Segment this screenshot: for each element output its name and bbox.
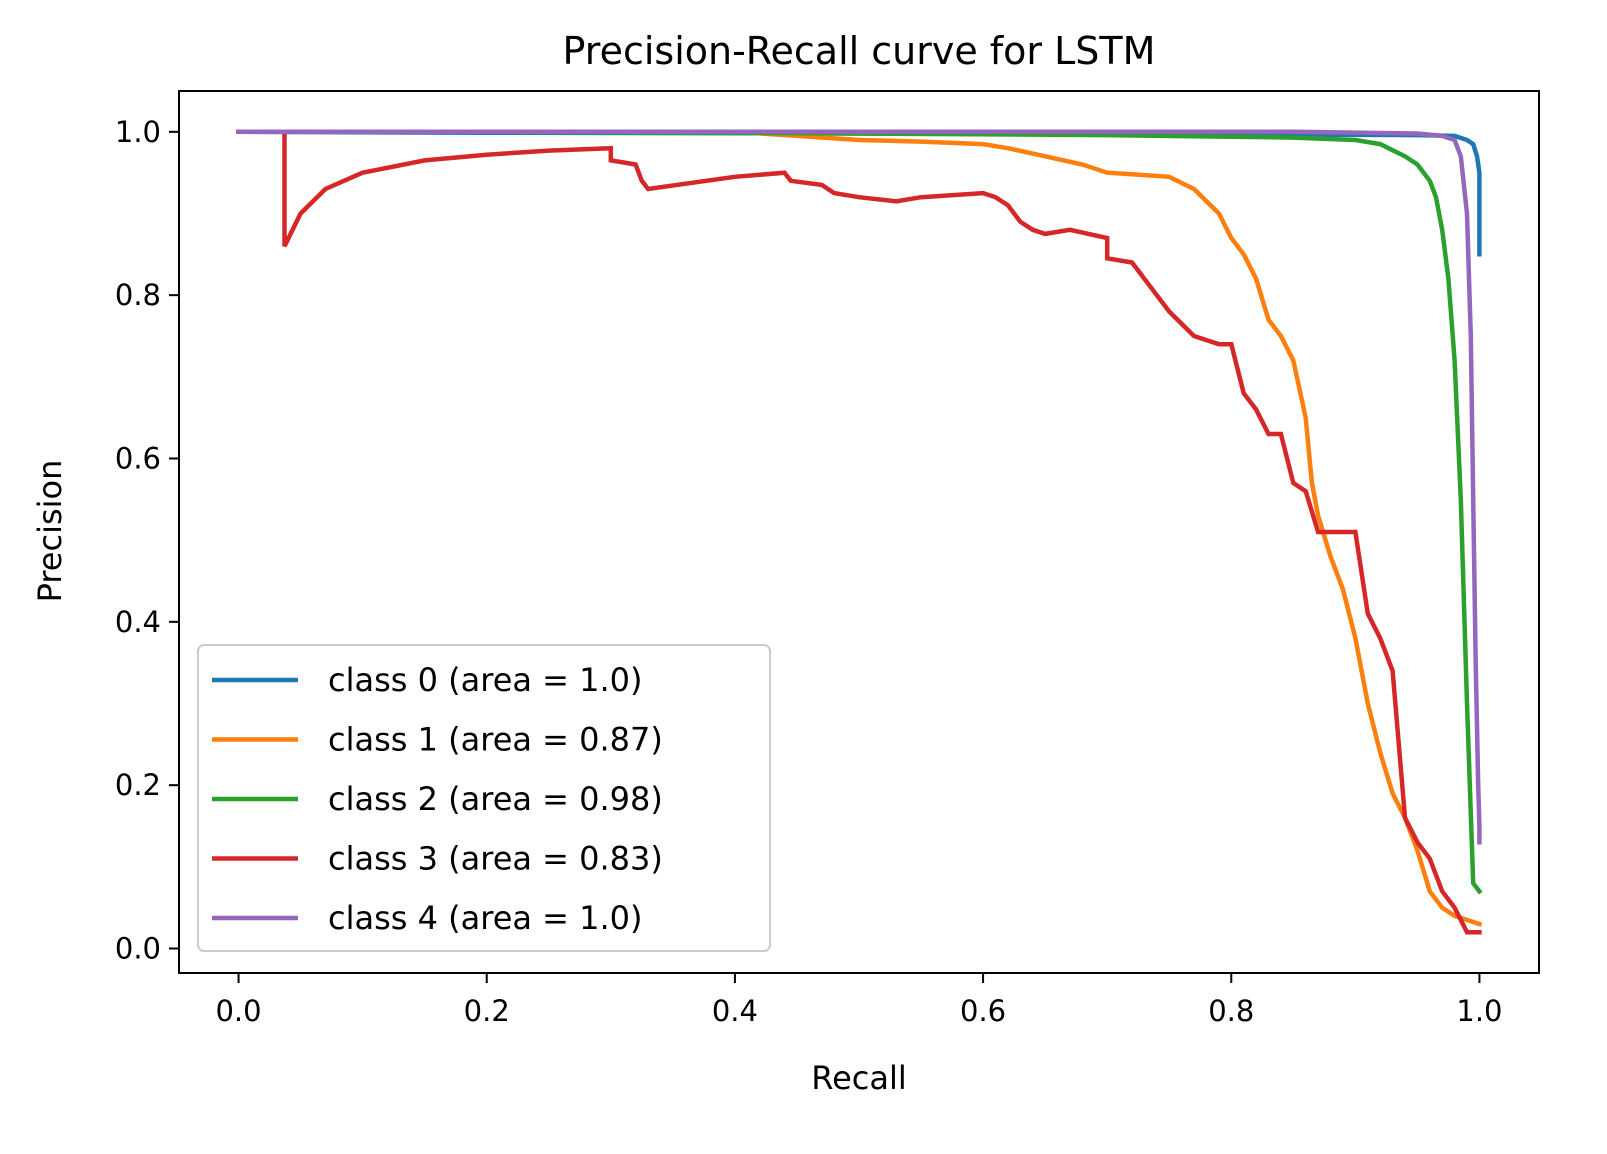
y-tick-label: 1.0 xyxy=(115,115,161,149)
y-axis: 0.0 0.2 0.4 0.6 0.8 1.0 xyxy=(115,115,179,966)
legend-label-class-1: class 1 (area = 0.87) xyxy=(328,721,663,759)
series-line-class-2 xyxy=(236,129,1483,895)
y-tick-label: 0.2 xyxy=(115,768,161,802)
y-tick-label: 0.4 xyxy=(115,605,161,639)
series-line-class-1 xyxy=(236,129,1483,927)
y-axis-label: Precision xyxy=(31,460,69,603)
plot-area xyxy=(178,90,1540,974)
x-axis-label: Recall xyxy=(811,1059,906,1097)
y-tick-label: 0.0 xyxy=(115,932,161,966)
legend: class 0 (area = 1.0) class 1 (area = 0.87… xyxy=(197,644,771,952)
y-tick-label: 0.8 xyxy=(115,278,161,312)
legend-label-class-2: class 2 (area = 0.98) xyxy=(328,780,663,818)
series-line-class-4 xyxy=(236,129,1482,845)
x-tick-label: 1.0 xyxy=(1456,994,1502,1028)
x-tick-label: 0.6 xyxy=(960,994,1006,1028)
x-tick-label: 0.0 xyxy=(215,994,261,1028)
legend-label-class-3: class 3 (area = 0.83) xyxy=(328,840,663,878)
series-lines xyxy=(236,129,1483,935)
y-tick-label: 0.6 xyxy=(115,442,161,476)
x-tick-label: 0.2 xyxy=(464,994,510,1028)
legend-label-class-0: class 0 (area = 1.0) xyxy=(328,661,643,699)
x-tick-label: 0.4 xyxy=(712,994,758,1028)
x-tick-label: 0.8 xyxy=(1208,994,1254,1028)
legend-box xyxy=(197,644,771,952)
axes-frame xyxy=(178,90,1540,974)
series-line-class-3 xyxy=(236,129,1482,935)
legend-label-class-4: class 4 (area = 1.0) xyxy=(328,899,643,937)
x-axis: 0.0 0.2 0.4 0.6 0.8 1.0 xyxy=(215,973,1503,1028)
chart-title: Precision-Recall curve for LSTM xyxy=(563,29,1156,73)
